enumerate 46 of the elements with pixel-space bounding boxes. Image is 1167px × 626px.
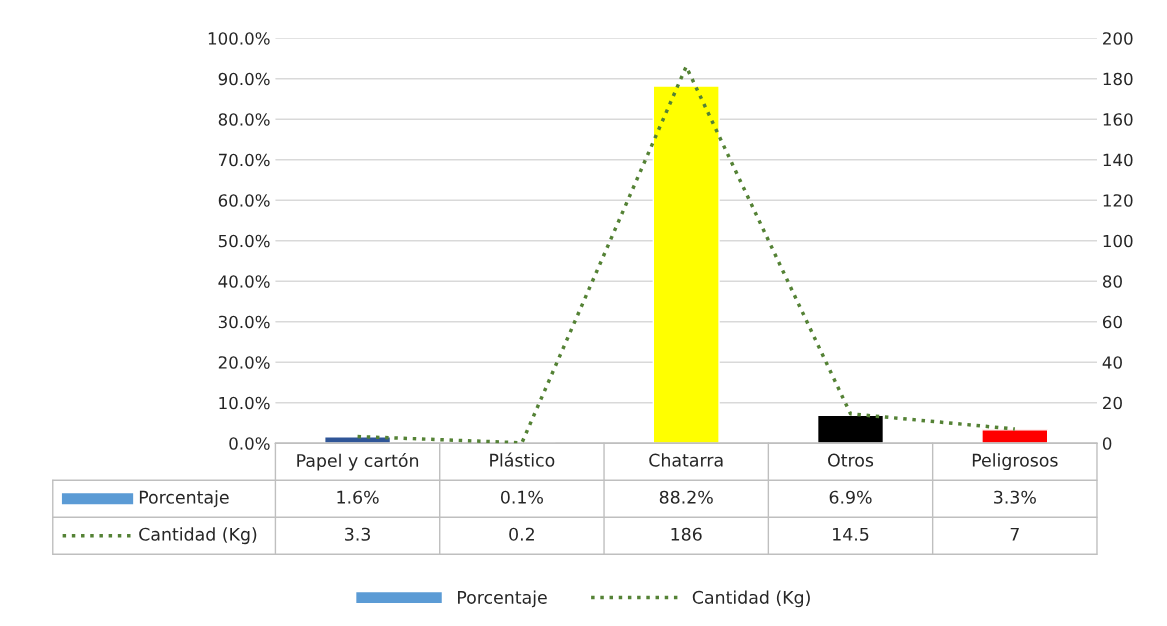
y-tick-label: 30.0% [218, 315, 270, 329]
text: Cantidad (Kg) [692, 590, 810, 608]
y2-tick-label: 180 [1103, 72, 1133, 86]
bar [324, 436, 392, 444]
data-label: 6.9% [829, 490, 872, 504]
y2-tick-label: 60 [1103, 315, 1122, 329]
data-label: 14.5 [833, 527, 869, 541]
data-label: 3.3% [994, 490, 1036, 504]
x-tick-label: Chatarra [649, 453, 723, 467]
y-tick-label: 90.0% [218, 72, 270, 86]
y2-tick-label: 40 [1102, 356, 1122, 369]
y-tick-label: 0.0% [229, 437, 270, 450]
y-tick-label: 70.0% [218, 153, 270, 167]
data-label: 88.2% [659, 490, 713, 504]
y2-tick-label: 100 [1103, 234, 1133, 248]
x-tick-label: Peligrosos [972, 453, 1058, 471]
y2-tick-label: 20 [1103, 396, 1122, 410]
data-label: 1.6% [337, 490, 379, 504]
y2-tick-label: 160 [1103, 113, 1133, 126]
y2-tick-label: 80 [1102, 275, 1122, 288]
text: Porcentaje [458, 590, 547, 608]
line-series [355, 64, 1017, 444]
y-tick-label: 40.0% [218, 275, 270, 288]
data-label: 0.2 [509, 527, 534, 541]
data-label: 186 [671, 527, 702, 541]
y2-tick-label: 0 [1102, 437, 1112, 450]
y-tick-label: 10.0% [219, 396, 270, 410]
data-label: 3.3 [345, 527, 370, 541]
bar [981, 429, 1049, 444]
legend-label: Porcentaje [139, 490, 229, 508]
x-tick-label: Papel y cartón [297, 452, 419, 471]
x-tick-label: Otros [828, 453, 874, 467]
y2-tick-label: 140 [1103, 153, 1133, 167]
data-label: 0.1% [500, 490, 543, 504]
bar [652, 85, 720, 444]
y2-tick-label: 200 [1103, 32, 1133, 45]
y-tick-label: 60.0% [218, 194, 270, 207]
y-tick-label: 20.0% [218, 356, 270, 369]
bar [816, 414, 885, 444]
y2-tick-label: 120 [1103, 194, 1133, 207]
data-label: 7 [1010, 527, 1019, 541]
y-tick-label: 50.0% [218, 234, 270, 248]
y-tick-label: 100.0% [208, 32, 270, 45]
y-tick-label: 80.0% [218, 113, 270, 126]
legend-label: Cantidad (Kg) [139, 527, 257, 545]
x-tick-label: Plástico [490, 452, 555, 467]
